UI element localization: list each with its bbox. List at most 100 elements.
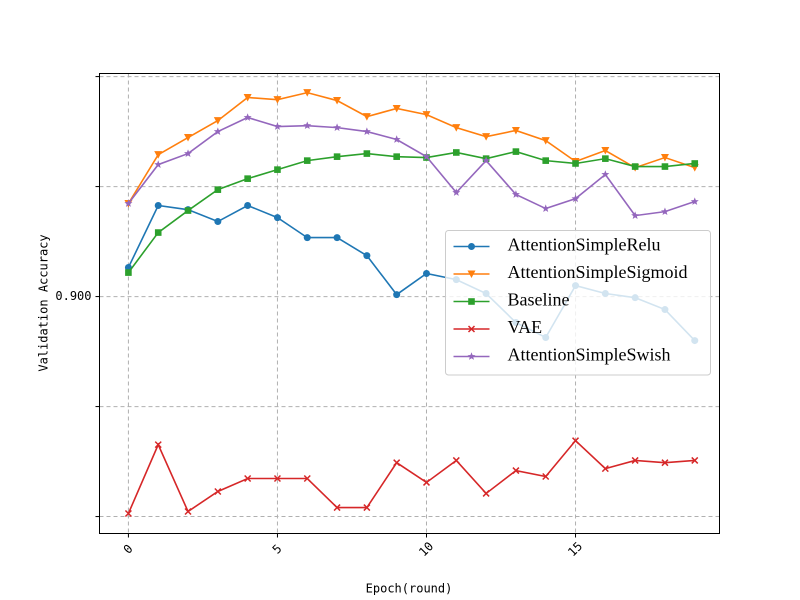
marker (154, 160, 163, 168)
marker (572, 160, 579, 167)
marker (244, 201, 252, 209)
marker (154, 201, 162, 209)
marker (184, 507, 192, 516)
marker (467, 325, 476, 333)
marker (362, 127, 371, 135)
marker (422, 478, 431, 486)
marker (273, 122, 282, 130)
marker (363, 252, 371, 260)
marker (542, 472, 550, 481)
marker (243, 93, 252, 102)
axes-frame (99, 73, 720, 534)
marker (303, 121, 312, 130)
series (124, 113, 699, 220)
series-line (127, 91, 696, 204)
grid (99, 73, 720, 534)
marker (214, 218, 222, 226)
marker (363, 504, 371, 512)
marker (214, 186, 222, 193)
marker (184, 149, 193, 157)
legend-label: AttentionSimpleSigmoid (508, 262, 688, 282)
marker (661, 163, 669, 170)
marker (571, 194, 580, 203)
marker (273, 474, 281, 483)
marker (333, 234, 341, 242)
marker (393, 459, 401, 467)
series-line (127, 439, 695, 514)
legend-label: AttentionSimpleSwish (508, 345, 671, 365)
marker (631, 456, 639, 464)
marker (244, 175, 251, 182)
y-axis-label: Validation Accuracy (37, 234, 51, 371)
marker (154, 441, 162, 449)
series (125, 148, 699, 276)
x-axis-label: Epoch(round) (366, 582, 453, 596)
legend-box (445, 230, 711, 376)
marker (154, 151, 163, 159)
marker (422, 152, 431, 161)
marker (422, 269, 430, 277)
marker (184, 207, 192, 214)
marker (273, 214, 281, 222)
marker (452, 124, 461, 132)
marker (601, 465, 609, 473)
marker (243, 113, 252, 121)
marker (333, 153, 341, 160)
marker (214, 487, 222, 496)
marker (393, 153, 400, 160)
marker (333, 504, 341, 512)
marker (468, 298, 475, 305)
marker (184, 134, 193, 142)
marker (154, 229, 162, 236)
marker (124, 509, 132, 518)
marker (467, 352, 476, 360)
legend-label: Baseline (508, 290, 570, 310)
marker (541, 204, 550, 212)
marker (392, 104, 401, 113)
marker (393, 291, 401, 299)
marker (452, 456, 460, 464)
marker (333, 97, 342, 105)
marker (511, 190, 520, 198)
series-line (127, 150, 695, 274)
legend: AttentionSimpleRelu AttentionSimpleSigmoi… (445, 230, 711, 376)
marker (661, 459, 669, 467)
marker (124, 199, 133, 207)
marker (571, 437, 580, 445)
marker (601, 146, 610, 155)
legend-label: VAE (508, 317, 543, 337)
marker (541, 137, 550, 145)
marker (274, 166, 281, 173)
marker (691, 456, 699, 464)
marker (660, 154, 669, 162)
marker (362, 113, 371, 121)
marker (542, 157, 550, 164)
marker (482, 489, 490, 497)
marker (213, 117, 222, 125)
marker (213, 127, 222, 135)
marker (303, 474, 311, 483)
marker (303, 234, 311, 242)
marker (467, 270, 476, 278)
y-tick-label: 0.900 (55, 289, 91, 303)
marker (333, 123, 342, 132)
marker (244, 474, 252, 483)
marker (125, 269, 132, 276)
marker (422, 111, 431, 119)
marker (660, 207, 669, 216)
series (124, 437, 699, 518)
legend-label: AttentionSimpleRelu (508, 235, 661, 255)
marker (452, 188, 461, 196)
marker (392, 135, 401, 143)
marker (512, 467, 520, 475)
marker (303, 157, 311, 164)
marker (482, 156, 491, 165)
marker (511, 126, 520, 135)
marker (452, 149, 460, 156)
marker (468, 243, 475, 250)
marker (602, 155, 609, 162)
marker (631, 211, 640, 220)
marker (601, 170, 610, 178)
marker (512, 148, 520, 155)
